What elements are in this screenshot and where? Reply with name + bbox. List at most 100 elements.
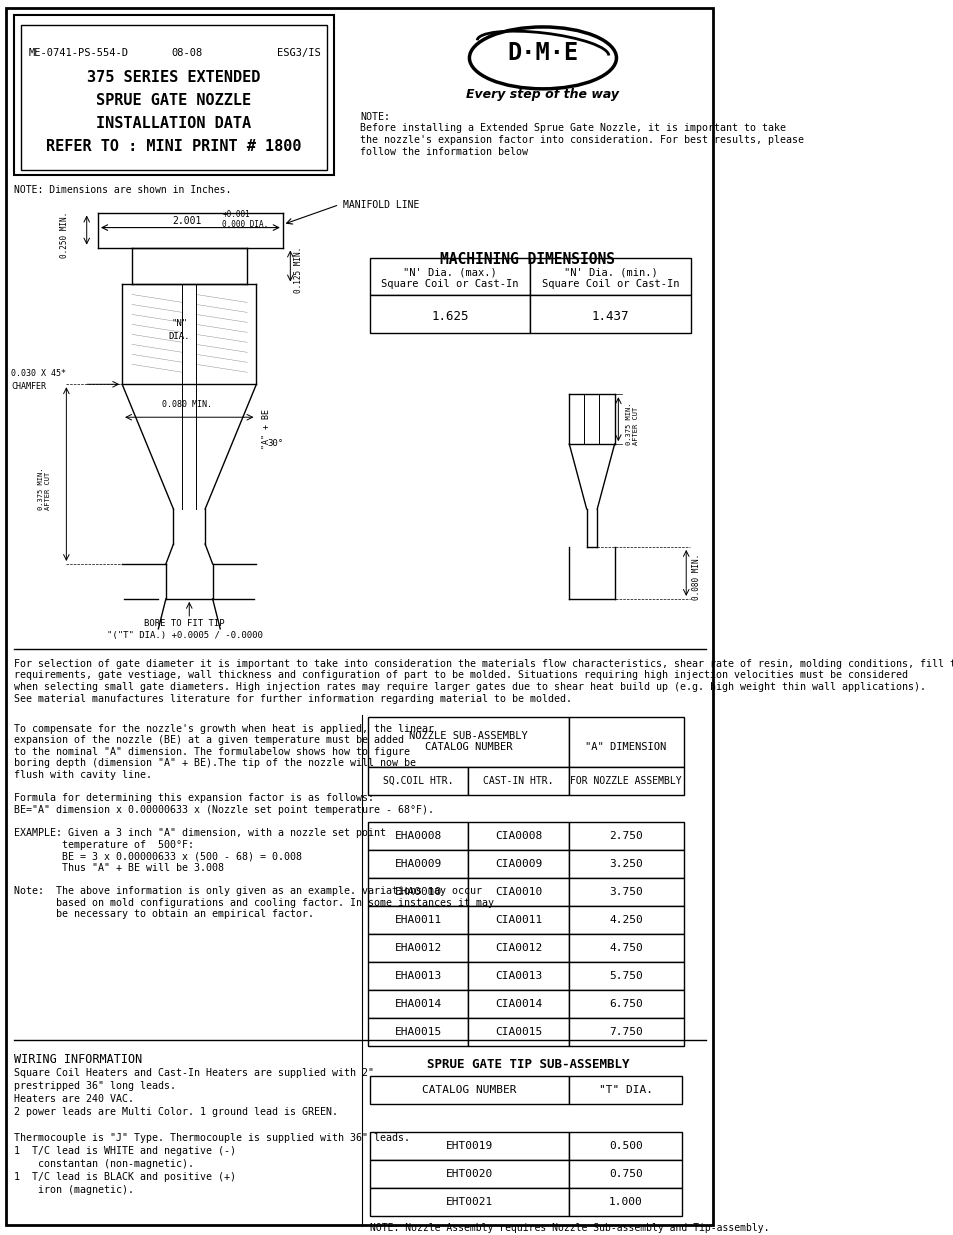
Bar xyxy=(568,823,683,851)
Bar xyxy=(468,990,568,1018)
Bar xyxy=(568,934,683,962)
Text: 1  T/C lead is WHITE and negative (-): 1 T/C lead is WHITE and negative (-) xyxy=(13,1146,235,1156)
Text: 1.000: 1.000 xyxy=(608,1197,642,1207)
Text: 0.375 MIN.
AFTER CUT: 0.375 MIN. AFTER CUT xyxy=(625,403,639,446)
Text: ESG3/IS: ESG3/IS xyxy=(276,48,320,58)
Bar xyxy=(368,962,468,990)
Text: 08-08: 08-08 xyxy=(172,48,202,58)
Text: EHA0011: EHA0011 xyxy=(395,915,441,925)
Text: CIA0009: CIA0009 xyxy=(495,860,541,869)
Bar xyxy=(369,295,530,333)
Text: NOTE: Dimensions are shown in Inches.: NOTE: Dimensions are shown in Inches. xyxy=(13,185,231,195)
Bar xyxy=(569,1132,681,1160)
Text: CIA0014: CIA0014 xyxy=(495,999,541,1009)
Text: NOTE: Nozzle Assembly requires Nozzle Sub-assembly and Tip-assembly.: NOTE: Nozzle Assembly requires Nozzle Su… xyxy=(369,1223,768,1233)
Bar xyxy=(568,906,683,934)
Bar xyxy=(468,851,568,878)
Text: 4.750: 4.750 xyxy=(609,944,642,953)
Bar xyxy=(530,258,690,295)
Text: EHA0014: EHA0014 xyxy=(395,999,441,1009)
Bar xyxy=(369,1076,569,1104)
Text: 7.750: 7.750 xyxy=(609,1028,642,1037)
Bar xyxy=(468,962,568,990)
Bar xyxy=(369,258,530,295)
Text: Every step of the way: Every step of the way xyxy=(466,88,618,101)
Text: "("T" DIA.) +0.0005 / -0.0000: "("T" DIA.) +0.0005 / -0.0000 xyxy=(107,631,262,640)
Text: CHAMFER: CHAMFER xyxy=(11,383,47,391)
Text: "A" DIMENSION: "A" DIMENSION xyxy=(584,741,666,752)
Text: EHA0012: EHA0012 xyxy=(395,944,441,953)
Text: CIA0015: CIA0015 xyxy=(495,1028,541,1037)
Text: WIRING INFORMATION: WIRING INFORMATION xyxy=(13,1053,142,1066)
Bar xyxy=(468,906,568,934)
Bar xyxy=(568,716,683,767)
Text: 0.125 MIN.: 0.125 MIN. xyxy=(294,246,303,293)
Text: 0.250 MIN.: 0.250 MIN. xyxy=(60,211,70,258)
Text: 375 SERIES EXTENDED: 375 SERIES EXTENDED xyxy=(87,70,260,85)
Bar xyxy=(569,1160,681,1188)
Text: prestripped 36" long leads.: prestripped 36" long leads. xyxy=(13,1081,175,1091)
Text: EHA0010: EHA0010 xyxy=(395,887,441,898)
Text: For selection of gate diameter it is important to take into consideration the ma: For selection of gate diameter it is imp… xyxy=(13,658,953,704)
Text: To compensate for the nozzle's growth when heat is applied, the linear
expansion: To compensate for the nozzle's growth wh… xyxy=(13,724,493,919)
Text: "T" DIA.: "T" DIA. xyxy=(598,1086,652,1095)
Text: 2.750: 2.750 xyxy=(609,831,642,841)
Text: iron (magnetic).: iron (magnetic). xyxy=(13,1184,133,1194)
Text: EHT0020: EHT0020 xyxy=(445,1168,493,1179)
Bar xyxy=(369,1132,569,1160)
Bar xyxy=(368,934,468,962)
Text: SQ.COIL HTR.: SQ.COIL HTR. xyxy=(382,776,453,785)
Text: DIA.: DIA. xyxy=(169,332,190,341)
Text: 6.750: 6.750 xyxy=(609,999,642,1009)
Text: CIA0008: CIA0008 xyxy=(495,831,541,841)
Bar xyxy=(568,990,683,1018)
Text: 0.000 DIA.: 0.000 DIA. xyxy=(222,220,269,228)
Text: 1.437: 1.437 xyxy=(591,310,629,322)
Bar xyxy=(368,851,468,878)
Text: CATALOG NUMBER: CATALOG NUMBER xyxy=(422,1086,517,1095)
Text: SPRUE GATE NOZZLE: SPRUE GATE NOZZLE xyxy=(96,93,251,107)
Text: "N' Dia. (max.)
Square Coil or Cast-In: "N' Dia. (max.) Square Coil or Cast-In xyxy=(380,268,518,289)
Text: 30°: 30° xyxy=(268,440,284,448)
Text: CIA0012: CIA0012 xyxy=(495,944,541,953)
Text: EHA0015: EHA0015 xyxy=(395,1028,441,1037)
Text: 1.625: 1.625 xyxy=(431,310,468,322)
Text: 2 power leads are Multi Color. 1 ground lead is GREEN.: 2 power leads are Multi Color. 1 ground … xyxy=(13,1107,337,1116)
Bar xyxy=(21,25,326,169)
Text: CIA0010: CIA0010 xyxy=(495,887,541,898)
Bar xyxy=(569,1076,681,1104)
Bar xyxy=(568,962,683,990)
Text: constantan (non-magnetic).: constantan (non-magnetic). xyxy=(13,1158,193,1168)
Text: +0.001: +0.001 xyxy=(222,210,250,219)
Text: D·M·E: D·M·E xyxy=(507,41,578,65)
Bar xyxy=(468,823,568,851)
Text: INSTALLATION DATA: INSTALLATION DATA xyxy=(96,116,251,131)
Text: 1  T/C lead is BLACK and positive (+): 1 T/C lead is BLACK and positive (+) xyxy=(13,1172,235,1182)
Text: 0.080 MIN.: 0.080 MIN. xyxy=(692,553,700,600)
Bar xyxy=(568,767,683,794)
Text: NOTE:
Before installing a Extended Sprue Gate Nozzle, it is important to take
th: NOTE: Before installing a Extended Sprue… xyxy=(360,112,803,157)
Bar xyxy=(568,1018,683,1046)
Text: REFER TO : MINI PRINT # 1800: REFER TO : MINI PRINT # 1800 xyxy=(46,138,301,153)
Bar xyxy=(368,767,468,794)
Bar xyxy=(468,1018,568,1046)
Text: 4.250: 4.250 xyxy=(609,915,642,925)
Text: 3.250: 3.250 xyxy=(609,860,642,869)
Text: Square Coil Heaters and Cast-In Heaters are supplied with 2": Square Coil Heaters and Cast-In Heaters … xyxy=(13,1068,374,1078)
Text: MANIFOLD LINE: MANIFOLD LINE xyxy=(343,200,419,210)
Text: EHA0009: EHA0009 xyxy=(395,860,441,869)
Bar xyxy=(368,990,468,1018)
Bar xyxy=(369,1188,569,1215)
Text: "A" + BE: "A" + BE xyxy=(262,409,272,450)
Bar xyxy=(368,878,468,906)
Bar xyxy=(568,851,683,878)
Text: EHT0021: EHT0021 xyxy=(445,1197,493,1207)
Text: CAST-IN HTR.: CAST-IN HTR. xyxy=(482,776,553,785)
Bar xyxy=(368,906,468,934)
Bar xyxy=(368,1018,468,1046)
Text: CIA0013: CIA0013 xyxy=(495,971,541,981)
Text: 0.500: 0.500 xyxy=(608,1141,642,1151)
Text: "N' Dia. (min.)
Square Coil or Cast-In: "N' Dia. (min.) Square Coil or Cast-In xyxy=(541,268,679,289)
Bar xyxy=(368,716,568,767)
Text: EHA0013: EHA0013 xyxy=(395,971,441,981)
